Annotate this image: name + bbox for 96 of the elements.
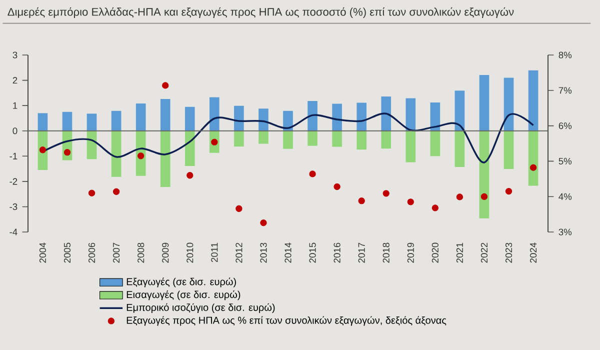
x-tick-label: 2015 [309, 242, 316, 263]
bar [528, 130, 538, 186]
bar [381, 96, 392, 131]
point [505, 188, 512, 195]
bar [454, 130, 465, 168]
y-tick-label: 2 [12, 77, 18, 84]
x-tick-label: 2013 [260, 242, 267, 263]
bar [258, 130, 268, 144]
point [480, 193, 488, 200]
bar [528, 70, 538, 131]
x-tick-label: 2008 [138, 242, 144, 263]
x-tick-label: 2019 [407, 242, 414, 263]
bar [86, 114, 97, 131]
bar [184, 106, 195, 131]
bar [356, 130, 366, 150]
bar [479, 74, 490, 131]
point [39, 146, 46, 154]
y2-tick-label: 6% [558, 122, 572, 130]
x-tick-label: 2017 [358, 242, 365, 263]
x-tick-label: 2012 [236, 242, 242, 263]
bar [308, 101, 318, 131]
x-tick-label: 2022 [480, 242, 488, 263]
y2-tick-label: 5% [558, 158, 572, 164]
legend-label: Εξαγωγές (σε δισ. ευρώ) [126, 278, 236, 288]
x-tick-label: 2020 [432, 242, 438, 263]
bar [504, 130, 514, 170]
bar [160, 130, 170, 187]
legend-label: Εισαγωγές (σε δισ. ευρώ) [126, 290, 240, 300]
point [236, 205, 242, 212]
x-tick-label: 2009 [162, 242, 169, 263]
point [382, 190, 390, 197]
y-tick-label: -1 [10, 152, 18, 160]
point [186, 172, 194, 179]
x-tick-label: 2004 [39, 242, 46, 263]
y-tick-label: 0 [12, 128, 18, 134]
x-tick-label: 2024 [530, 242, 537, 263]
y-tick-label: -3 [10, 203, 18, 210]
bar [38, 113, 48, 131]
bar [283, 110, 293, 131]
point [137, 152, 144, 160]
point [112, 188, 120, 195]
point [456, 194, 464, 200]
bar [111, 130, 122, 177]
point [260, 219, 267, 226]
bar [356, 102, 366, 131]
x-tick-label: 2023 [505, 242, 512, 263]
x-tick-label: 2018 [382, 242, 390, 263]
point [407, 198, 414, 206]
point [64, 149, 71, 156]
point [530, 164, 537, 171]
legend-label: Εμπορικό ισοζύγιο (σε δισ. ευρώ) [126, 303, 275, 313]
y2-tick-label: 3% [558, 228, 572, 236]
x-tick-label: 2005 [64, 242, 71, 263]
bar [136, 104, 146, 131]
point [334, 183, 340, 190]
bar [332, 104, 342, 131]
bar [258, 108, 268, 131]
bar [406, 130, 416, 162]
bar [406, 98, 416, 131]
x-tick-label: 2016 [334, 242, 340, 263]
x-tick-label: 2011 [211, 242, 218, 262]
bar [234, 130, 244, 147]
x-tick-label: 2014 [284, 242, 292, 263]
bar [430, 102, 440, 131]
bar [111, 110, 122, 131]
bar [234, 106, 244, 131]
bar [62, 112, 72, 131]
bar [283, 130, 293, 149]
y-tick-label: -4 [10, 228, 18, 236]
point [162, 82, 169, 89]
point [309, 170, 316, 178]
bar [454, 90, 465, 131]
y2-tick-label: 4% [558, 193, 572, 200]
y-tick-label: -2 [10, 178, 18, 185]
chart-title: Διμερές εμπόριο Ελλάδας-ΗΠΑ και εξαγωγές προς ΗΠΑ ως ποσοστό (%) επί των συνολικών εξαγωγών [8, 7, 514, 18]
y-tick-label: 1 [13, 102, 18, 109]
bar [184, 130, 195, 166]
x-tick-label: 2007 [113, 242, 120, 263]
x-tick-label: 2021 [456, 242, 463, 263]
point [432, 204, 439, 212]
y-tick-label: 3 [12, 52, 18, 58]
bar [160, 99, 170, 131]
point [88, 190, 96, 196]
bar [381, 130, 392, 149]
bar [430, 130, 440, 156]
bar [479, 130, 490, 218]
point [358, 198, 365, 204]
bar [504, 78, 514, 131]
bar [308, 130, 318, 146]
y2-tick-label: 8% [558, 52, 572, 58]
bar [332, 130, 342, 147]
bar [210, 97, 220, 131]
x-tick-label: 2006 [88, 242, 96, 263]
legend-label: Εξαγωγές προς ΗΠΑ ως % επί των συνολικών εξαγωγών, δεξιός άξονας [126, 316, 446, 326]
x-tick-label: 2010 [186, 242, 194, 263]
y2-tick-label: 7% [558, 87, 572, 94]
